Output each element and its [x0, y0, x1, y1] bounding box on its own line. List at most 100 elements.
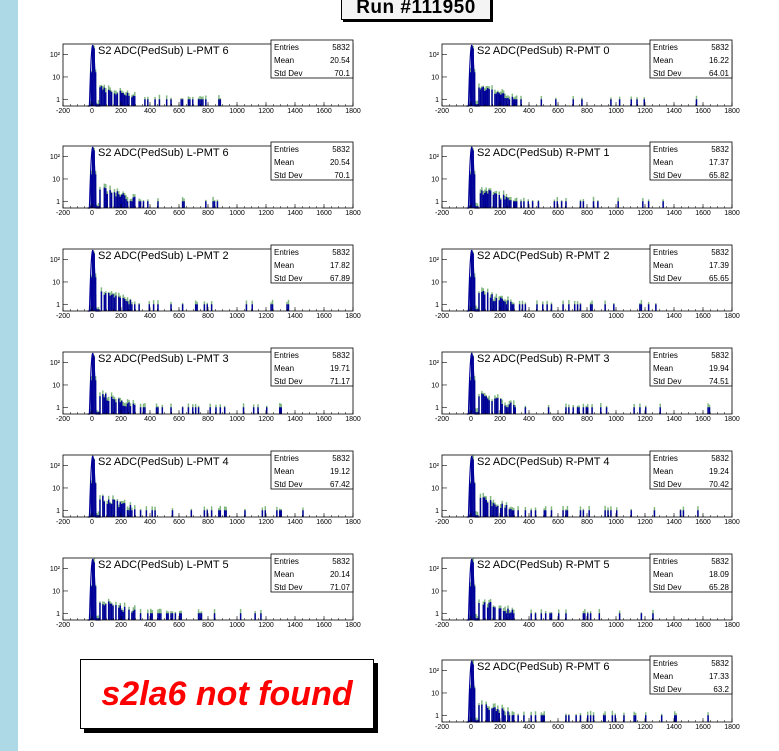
histogram-bin — [589, 304, 592, 311]
histogram-bin — [481, 190, 483, 208]
histogram-bin — [97, 309, 100, 311]
histogram-bin — [510, 301, 512, 311]
stats-value: 70.1 — [334, 171, 350, 180]
histogram-bin — [116, 191, 119, 208]
histogram-bin — [482, 604, 485, 620]
histogram-bin — [513, 714, 515, 722]
histogram-bin — [109, 503, 111, 517]
histogram-panel: -200 0 200 400 600 800 1000 1200 1400 1600 1800 1 10… — [429, 141, 740, 217]
y-tick-label: 10 — [431, 588, 439, 595]
histogram-bin — [134, 304, 136, 311]
histogram-bin — [495, 398, 498, 414]
y-tick-label: 1 — [435, 611, 439, 618]
histogram-bin — [481, 291, 483, 311]
histogram-bin — [110, 396, 113, 414]
histogram-bin — [475, 104, 477, 106]
histogram-bin — [476, 515, 479, 517]
x-tick-label: 400 — [523, 108, 535, 115]
x-tick-label: 1000 — [608, 724, 624, 731]
histogram-bin-green — [475, 717, 477, 722]
histogram-bin — [547, 407, 550, 414]
histogram-bin — [116, 500, 119, 517]
histogram-bin — [99, 499, 101, 517]
histogram-bin — [197, 99, 200, 106]
histogram-bin — [607, 510, 609, 517]
y-tick-label: 10² — [429, 463, 440, 470]
histogram-bin — [507, 97, 509, 106]
stats-box — [270, 39, 354, 79]
x-tick-label: 800 — [581, 210, 593, 217]
histogram-bin — [181, 201, 184, 208]
histogram-bin — [476, 618, 479, 620]
y-tick-label: 10² — [429, 668, 440, 675]
histogram-bin — [486, 707, 489, 722]
histogram-bin — [494, 93, 496, 106]
x-tick-label: 1000 — [608, 313, 624, 320]
x-tick-label: 1600 — [316, 210, 332, 217]
y-tick-label: 1 — [435, 405, 439, 412]
x-tick-label: 200 — [494, 724, 506, 731]
histogram-bin — [582, 613, 585, 620]
histogram-bin — [505, 505, 508, 517]
histogram-bin — [497, 92, 499, 106]
histogram-bin — [486, 292, 489, 311]
x-tick-label: 600 — [173, 108, 185, 115]
histogram-bin — [500, 297, 502, 311]
histogram-bin — [118, 194, 120, 208]
histogram-bin — [112, 499, 114, 517]
histogram-bin — [679, 510, 682, 517]
x-tick-label: 0 — [469, 313, 473, 320]
not-found-box: s2la6 not found — [80, 659, 374, 729]
histogram-bin — [475, 515, 477, 517]
histogram-bin — [471, 459, 473, 517]
histogram-bin — [482, 497, 485, 517]
histogram-bin — [491, 89, 493, 106]
histogram-bin — [122, 193, 124, 208]
histogram-bin — [501, 708, 503, 722]
histogram-bin — [484, 602, 486, 620]
histogram-bin — [276, 510, 278, 517]
x-tick-label: 600 — [552, 724, 564, 731]
histogram-bin — [471, 48, 473, 106]
histogram-bin — [90, 380, 92, 414]
histogram-bin — [200, 613, 203, 620]
stats-value: 5832 — [711, 248, 729, 257]
histogram-bin — [144, 99, 146, 106]
histogram-bin — [576, 304, 579, 311]
x-tick-label: 1800 — [345, 210, 361, 217]
histogram-bin — [119, 502, 121, 517]
histogram-bin — [107, 499, 110, 517]
x-tick-label: 1400 — [666, 622, 682, 629]
histogram-bin — [123, 94, 126, 106]
histogram-bin — [565, 201, 567, 208]
histogram-bin — [97, 618, 100, 620]
histogram-bin-green — [476, 511, 479, 517]
histogram-bin — [530, 510, 532, 517]
histogram-bin — [205, 201, 207, 208]
histogram-bin — [504, 715, 506, 722]
histogram-bin — [524, 407, 527, 414]
histogram-bin — [484, 497, 486, 517]
x-tick-label: 1800 — [345, 519, 361, 526]
histogram-bin — [611, 715, 614, 722]
x-tick-label: 200 — [494, 210, 506, 217]
histogram-bin — [252, 407, 255, 414]
histogram-bin — [103, 605, 106, 620]
histogram-bin — [90, 72, 92, 106]
stats-value: 5832 — [332, 43, 350, 52]
stats-value: 20.14 — [330, 570, 351, 579]
histogram-bin — [134, 609, 136, 620]
histogram-bin-green — [96, 615, 98, 620]
histogram-bin-green — [475, 408, 477, 414]
x-tick-label: -200 — [435, 108, 449, 115]
histogram-bin — [119, 196, 121, 208]
histogram-bin — [508, 404, 511, 414]
histogram-bin — [588, 510, 590, 517]
histogram-bin — [192, 407, 194, 414]
x-tick-label: 1000 — [229, 210, 245, 217]
stats-label: Std Dev — [653, 377, 681, 386]
histogram-bin — [165, 99, 168, 106]
histogram-bin — [501, 503, 503, 517]
histogram-bin — [244, 510, 246, 517]
histogram-bin — [170, 99, 172, 106]
